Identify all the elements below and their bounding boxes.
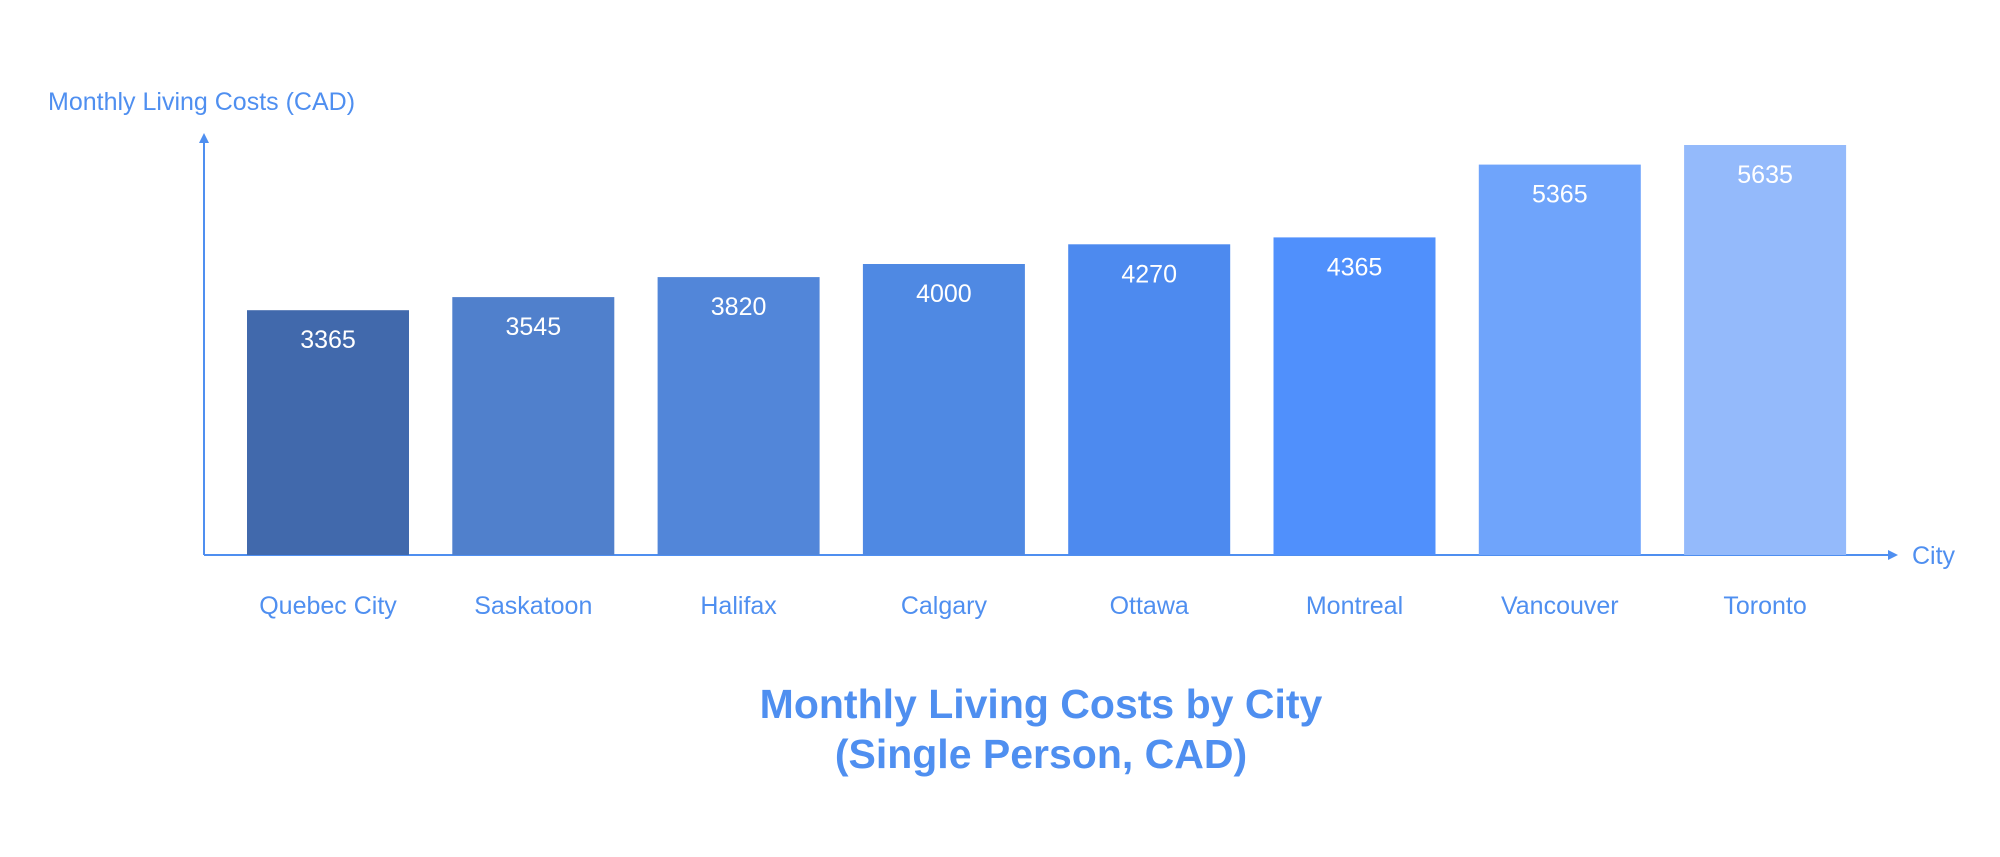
x-tick-label-vancouver: Vancouver [1501,592,1619,620]
x-tick-label-halifax: Halifax [700,592,777,620]
bar-value-label-halifax: 3820 [711,293,767,321]
y-axis-label: Monthly Living Costs (CAD) [48,88,355,116]
bar-value-label-vancouver: 5365 [1532,181,1588,209]
chart-title-line-1: Monthly Living Costs by City [760,681,1323,727]
bar-calgary [862,264,1025,555]
bar-saskatoon [452,297,615,555]
bar-vancouver [1478,164,1641,555]
bar-labels-group: 3365 3545 3820 4000 4270 4365 5365 5635 [300,161,1793,354]
x-tick-label-ottawa: Ottawa [1110,592,1189,620]
bar-value-label-saskatoon: 3545 [505,313,561,341]
x-axis-label: City [1912,542,1956,570]
bar-value-label-montreal: 4365 [1327,253,1383,281]
x-tick-labels-group: Quebec City Saskatoon Halifax Calgary Ottawa… [259,592,1807,620]
x-tick-label-montreal: Montreal [1306,592,1403,620]
bar-value-label-calgary: 4000 [916,280,972,308]
x-tick-label-toronto: Toronto [1723,592,1806,620]
x-tick-label-quebec-city: Quebec City [259,592,397,620]
chart-title-line-2: (Single Person, CAD) [835,731,1247,777]
bar-value-label-quebec-city: 3365 [300,326,356,354]
bar-value-label-toronto: 5635 [1737,161,1793,189]
bar-quebec-city [247,310,409,555]
x-tick-label-saskatoon: Saskatoon [474,592,592,620]
bar-halifax [657,277,820,555]
bars-group [247,145,1847,556]
bar-ottawa [1068,244,1231,556]
bar-montreal [1273,237,1436,555]
x-tick-label-calgary: Calgary [901,592,988,620]
bar-toronto [1684,145,1847,555]
bar-value-label-ottawa: 4270 [1121,260,1177,288]
